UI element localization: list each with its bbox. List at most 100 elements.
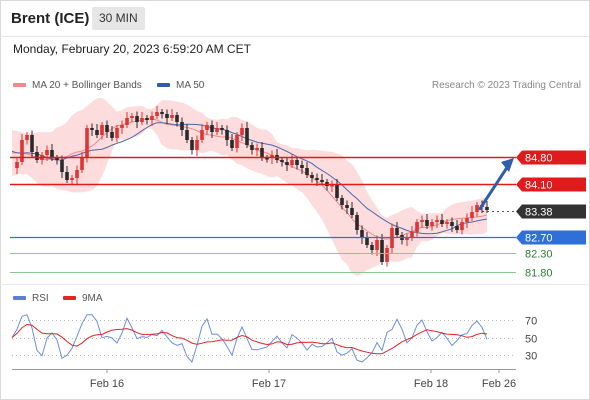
candle-body [440, 220, 444, 224]
candle-body [125, 118, 129, 125]
candle-body [25, 135, 29, 140]
candle-body [100, 125, 104, 135]
level-tag-84.10 [516, 177, 586, 192]
candle-body [315, 178, 319, 180]
candle-body [50, 150, 54, 158]
legend-ma50-label: MA 50 [176, 80, 205, 91]
candle-body [410, 232, 414, 238]
x-tick-label: Feb 17 [252, 378, 286, 390]
candle-body [185, 130, 189, 140]
candle-body [415, 222, 419, 232]
candle-body [235, 135, 239, 148]
candle-body [15, 162, 19, 168]
candle-body [120, 125, 124, 128]
candle-body [200, 130, 204, 140]
candle-body [110, 132, 114, 138]
candle-body [90, 128, 94, 130]
candle-body [430, 222, 434, 226]
legend-ma50: MA 50 [157, 80, 204, 91]
level-label-83.38: 83.38 [525, 207, 553, 219]
candle-body [450, 222, 454, 226]
candle-body [330, 185, 334, 187]
candle-body [370, 245, 374, 250]
candle-body [435, 220, 439, 222]
ma20-line [11, 118, 488, 240]
bollinger-band [12, 97, 487, 276]
candle-body [270, 155, 274, 158]
credit-text: Research © 2023 Trading Central [431, 80, 581, 91]
x-tick-label: Feb 18 [414, 378, 448, 390]
candle-body [140, 118, 144, 122]
candle-body [220, 128, 224, 130]
candle-body [295, 160, 299, 165]
candle-body [55, 158, 59, 160]
candle-body [460, 222, 464, 230]
candle-body [95, 130, 99, 135]
candle-body [85, 128, 89, 158]
candle-body [340, 198, 344, 205]
instrument-title: Brent (ICE) [11, 10, 90, 27]
legend-rsi: RSI [13, 293, 49, 304]
candle-body [240, 128, 244, 135]
legend-9ma-label: 9MA [82, 293, 103, 304]
legend-9ma: 9MA [63, 293, 103, 304]
candle-body [335, 185, 339, 198]
candle-body [225, 130, 229, 140]
candle-body [205, 125, 209, 130]
candle-body [195, 140, 199, 150]
level-label-82.70: 82.70 [525, 233, 553, 245]
candle-body [230, 140, 234, 148]
candle-body [465, 218, 469, 222]
candle-body [285, 162, 289, 165]
timeframe-button[interactable]: 30 MIN [92, 7, 145, 30]
rsi-ma-line [11, 323, 488, 355]
legend-ma20-label: MA 20 + Bollinger Bands [32, 80, 142, 91]
candle-body [255, 148, 259, 150]
candle-body [115, 128, 119, 138]
rsi-line [11, 314, 488, 363]
candle-body [130, 116, 134, 118]
candle-body [75, 170, 79, 178]
rsi-tick-label: 30 [525, 351, 537, 363]
panel-divider [0, 284, 590, 285]
candle-body [395, 228, 399, 235]
candle-body [80, 158, 84, 170]
candle-body [475, 205, 479, 212]
candle-body [310, 175, 314, 178]
candle-body [405, 238, 409, 240]
candle-body [385, 248, 389, 262]
candle-body [420, 220, 424, 222]
candle-body [155, 112, 159, 116]
candle-body [290, 160, 294, 165]
legend-ma20: MA 20 + Bollinger Bands [13, 80, 142, 91]
candle-body [215, 128, 219, 132]
candle-body [265, 158, 269, 160]
candle-body [355, 215, 359, 230]
ma9-swatch [63, 296, 76, 301]
candle-body [365, 238, 369, 245]
candle-body [350, 208, 354, 215]
candle-body [250, 145, 254, 150]
candle-body [190, 140, 194, 150]
candle-body [60, 160, 64, 172]
candle-body [20, 140, 24, 162]
date-time: Monday, February 20, 2023 6:59:20 AM CET [13, 42, 251, 56]
candle-body [380, 240, 384, 262]
level-tag-83.38 [516, 204, 586, 219]
candle-body [170, 115, 174, 118]
candle-body [445, 222, 449, 224]
candle-body [455, 226, 459, 230]
candle-body [160, 112, 164, 114]
level-label-82.30: 82.30 [525, 249, 553, 261]
level-label-84.80: 84.80 [525, 153, 553, 165]
candle-body [360, 230, 364, 238]
rsi-tick-label: 50 [525, 334, 537, 346]
level-tag-84.80 [516, 150, 586, 165]
candle-body [105, 125, 109, 132]
candle-body [30, 135, 34, 152]
level-label-81.80: 81.80 [525, 268, 553, 280]
ma50-line [11, 122, 488, 235]
level-tag-82.70 [516, 230, 586, 245]
candle-body [345, 205, 349, 208]
